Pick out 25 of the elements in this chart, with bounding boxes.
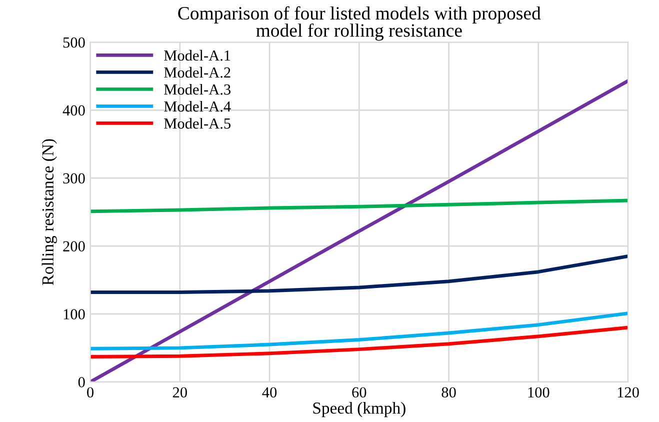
x-tick-label: 80 — [442, 387, 456, 398]
line-series — [90, 312, 628, 350]
line-series — [90, 326, 628, 359]
y-axis-title: Rolling resistance (N) — [42, 139, 57, 286]
x-tick-label: 100 — [528, 387, 550, 398]
y-tick-label: 500 — [63, 37, 85, 48]
legend-label: Model-A.2 — [164, 66, 230, 78]
y-tick-label: 300 — [63, 173, 85, 184]
x-tick-label: 40 — [262, 387, 277, 398]
line-series — [90, 254, 628, 294]
x-tick-label: 60 — [352, 387, 366, 398]
legend-label: Model-A.5 — [164, 118, 230, 129]
chart-title: Comparison of four listed models with proposed model for rolling resistance — [178, 6, 541, 41]
line-series — [90, 198, 628, 214]
legend-label: Model-A.4 — [164, 100, 231, 112]
legend-label: Model-A.1 — [164, 50, 230, 61]
legend-label: Model-A.3 — [164, 84, 230, 95]
x-tick-label: 20 — [172, 387, 187, 398]
y-tick-label: 100 — [64, 309, 85, 320]
y-tick-label: 400 — [62, 105, 85, 116]
x-tick-label: 0 — [87, 387, 94, 398]
x-axis-title: Speed (kmph) — [313, 402, 406, 418]
y-tick-label: 0 — [78, 377, 85, 388]
x-tick-label: 120 — [618, 387, 639, 398]
y-tick-label: 200 — [63, 241, 85, 252]
